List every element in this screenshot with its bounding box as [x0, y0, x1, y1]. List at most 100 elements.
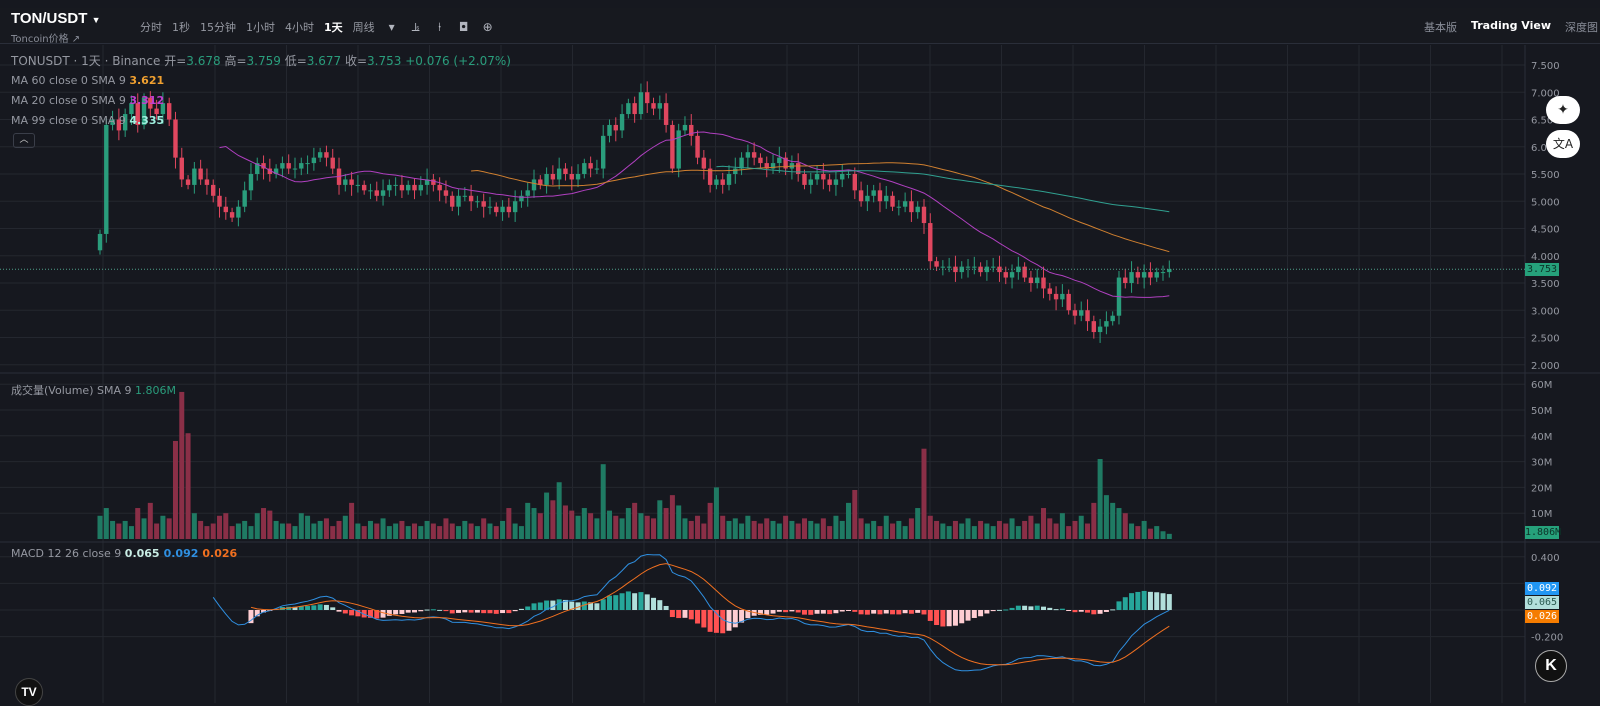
candle [166, 103, 172, 120]
volume-bar [386, 526, 392, 539]
chevron-down-icon: ▼ [91, 15, 101, 25]
top-toolbar: TON/USDT ▼ Toncoin价格 ↗ 分时 1秒 15分钟 1小时 4小时 1天周… [0, 8, 1600, 45]
candle [1135, 272, 1141, 278]
candle [1091, 321, 1097, 333]
macd-histogram-bar [1059, 608, 1065, 610]
macd-histogram-bar [525, 606, 531, 610]
volume-bar [921, 448, 927, 539]
macd-histogram-bar [531, 603, 537, 610]
macd-histogram-bar [248, 610, 254, 624]
indicators-icon[interactable]: ⫡ [411, 19, 420, 34]
volume-bar [745, 515, 751, 539]
candle [896, 206, 902, 208]
macd-histogram-bar [330, 607, 336, 610]
volume-bar [890, 523, 896, 539]
collapse-legend-button[interactable]: ︿ [13, 133, 35, 148]
candle [984, 266, 990, 273]
ma-label: MA 99 close 0 SMA 9 [11, 114, 126, 127]
candle [833, 179, 839, 185]
candle [185, 179, 191, 185]
candle [613, 124, 618, 131]
candle-type-icon[interactable]: ⍿ [438, 19, 442, 34]
volume-value: 1.806M [134, 384, 176, 397]
volume-bar [349, 502, 355, 539]
candle [777, 157, 782, 164]
k-logo-button[interactable]: K [1535, 650, 1567, 682]
candle [393, 184, 398, 186]
volume-bar [449, 523, 455, 539]
volume-bar [940, 523, 946, 539]
view-0[interactable]: 基本版 [1423, 21, 1457, 34]
ai-sparkle-button[interactable]: ✦ [1546, 96, 1580, 124]
candle [286, 163, 291, 169]
candle [343, 179, 348, 185]
macd-histogram-bar [1022, 605, 1028, 610]
macd-histogram-bar [632, 593, 638, 610]
view-1[interactable]: Trading View [1470, 19, 1551, 32]
candle [198, 168, 203, 180]
candle [1053, 293, 1059, 300]
volume-bar [959, 523, 965, 539]
interval-3[interactable]: 1小时 [246, 21, 275, 34]
interval-1[interactable]: 1秒 [172, 21, 190, 34]
interval-2[interactable]: 15分钟 [200, 21, 236, 34]
candle [154, 108, 159, 115]
volume-bar [210, 523, 216, 539]
macd-histogram-bar [776, 610, 782, 612]
ma-label: MA 60 close 0 SMA 9 [11, 74, 126, 87]
symbol-subtitle-link[interactable]: Toncoin价格 ↗ [11, 34, 81, 45]
candle [317, 152, 323, 158]
candle [802, 174, 807, 185]
volume-bar [223, 513, 229, 539]
volume-bar [179, 391, 185, 539]
macd-histogram-bar [946, 610, 952, 627]
volume-bar [103, 508, 109, 539]
volume-tick: 30M [1531, 458, 1552, 469]
camera-icon[interactable]: ◘ [458, 20, 469, 34]
price-chart[interactable]: 7.500 7.000 6.500 6.000 5.500 5.000 4.500 4.000… [0, 45, 1600, 703]
macd-histogram-bar [261, 610, 267, 613]
candle [670, 124, 675, 169]
tradingview-logo[interactable]: TV [15, 678, 43, 706]
ma20-line [219, 131, 1170, 298]
candle [607, 124, 612, 136]
add-icon[interactable]: ⊕ [482, 20, 493, 34]
interval-5[interactable]: 1天 [324, 21, 343, 34]
symbol-selector[interactable]: TON/USDT ▼ [11, 10, 101, 27]
volume-bar [952, 520, 958, 539]
macd-histogram-bar [1141, 590, 1147, 610]
candle [500, 206, 505, 213]
macd-histogram-bar [952, 610, 958, 626]
volume-bar [273, 520, 279, 539]
volume-bar [456, 526, 462, 539]
macd-histogram-bar [342, 610, 348, 614]
candle [305, 163, 310, 165]
interval-6[interactable]: 周线 [352, 21, 375, 34]
view-2[interactable]: 深度图 [1565, 21, 1598, 34]
volume-bar [537, 513, 543, 539]
macd-histogram-bar [858, 610, 864, 615]
translate-button[interactable]: 文A [1546, 130, 1580, 158]
macd-histogram-bar [399, 610, 405, 614]
change-value: +0.076 (+2.07%) [405, 54, 511, 68]
chevron-down-icon[interactable]: ▾ [388, 20, 395, 34]
macd-histogram-bar [940, 610, 946, 627]
candle [1047, 288, 1052, 294]
volume-bar [191, 513, 197, 539]
interval-4[interactable]: 4小时 [285, 21, 314, 34]
volume-bar [1122, 513, 1128, 539]
macd-histogram-bar [292, 606, 298, 610]
macd-histogram-bar [518, 608, 524, 610]
macd-histogram-bar [801, 610, 807, 615]
volume-bar [827, 526, 833, 539]
volume-bar [871, 520, 877, 539]
volume-bar [279, 523, 285, 539]
candle [443, 190, 449, 196]
candle [827, 179, 832, 185]
interval-0[interactable]: 分时 [140, 21, 162, 34]
candle [280, 163, 285, 169]
histogram-badge: 0.065 [1525, 596, 1559, 609]
macd-histogram-bar [720, 610, 726, 634]
macd-histogram-bar [789, 610, 795, 612]
candle [512, 201, 518, 213]
